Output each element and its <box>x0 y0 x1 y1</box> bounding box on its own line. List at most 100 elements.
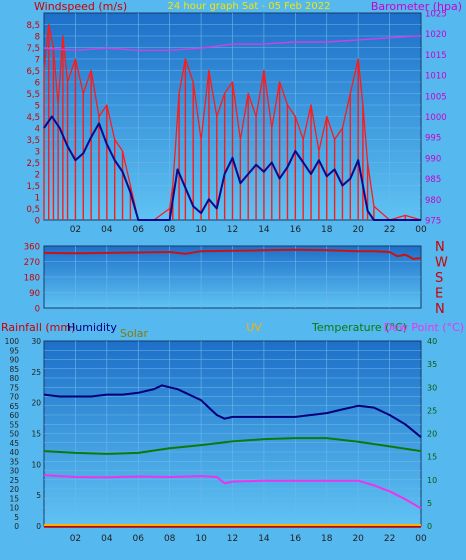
compass-label: N <box>435 240 445 255</box>
x-tick-label: 12 <box>227 225 238 235</box>
windspeed-axis-label: Windspeed (m/s) <box>34 0 127 13</box>
windspeed-tick-label: 7 <box>35 56 40 66</box>
humidity-tick-label: 30 <box>31 337 41 346</box>
rainfall-tick-label: 50 <box>9 430 19 439</box>
humidity-tick-label: 5 <box>36 491 41 500</box>
rainfall-tick-label: 10 <box>9 504 19 513</box>
rainfall-tick-label: 90 <box>9 356 19 365</box>
windspeed-tick-label: 8 <box>35 33 40 43</box>
dewpoint-line <box>43 474 422 510</box>
rainfall-tick-label: 0 <box>14 522 19 531</box>
barometer-tick-label: 1010 <box>425 72 447 82</box>
windspeed-tick-label: 2,5 <box>26 159 40 169</box>
direction-tick-label: 0 <box>35 305 40 315</box>
humidity-tick-label: 25 <box>31 368 41 377</box>
x-tick-label: 22 <box>384 534 395 544</box>
x-tick-label: 16 <box>290 225 302 235</box>
x-tick-label: 02 <box>70 534 81 544</box>
x-tick-label: 14 <box>258 534 270 544</box>
wind-average-line <box>43 115 421 221</box>
rainfall-tick-label: 15 <box>9 494 19 503</box>
rainfall-tick-label: 40 <box>9 448 19 457</box>
barometer-line <box>43 35 422 51</box>
humidity-tick-label: 10 <box>31 460 41 469</box>
x-tick-label: 20 <box>352 534 364 544</box>
rainfall-tick-label: 100 <box>5 337 20 346</box>
temperature-tick-label: 5 <box>427 499 432 508</box>
compass-label: W <box>435 256 448 271</box>
windspeed-tick-label: 5 <box>35 102 40 112</box>
x-tick-label: 04 <box>101 534 113 544</box>
x-tick-label: 02 <box>70 225 81 235</box>
windspeed-tick-label: 4 <box>35 125 40 135</box>
rainfall-tick-label: 95 <box>9 346 19 355</box>
x-tick-label: 00 <box>415 534 427 544</box>
rainfall-tick-label: 20 <box>9 485 19 494</box>
temperature-tick-label: 25 <box>427 406 437 415</box>
rainfall-tick-label: 65 <box>9 402 19 411</box>
direction-tick-label: 360 <box>24 243 40 253</box>
compass-label: N <box>435 302 445 317</box>
dewpoint-axis-label: Dew Point (°C) <box>384 321 464 334</box>
windspeed-tick-label: 6,5 <box>26 67 40 77</box>
rainfall-tick-label: 60 <box>9 411 19 420</box>
temperature-tick-label: 20 <box>427 430 437 439</box>
temperature-axis-label: Temperature (°C) <box>311 321 407 334</box>
rainfall-tick-label: 5 <box>14 513 19 522</box>
barometer-tick-label: 985 <box>425 175 441 185</box>
rainfall-tick-label: 45 <box>9 439 19 448</box>
windspeed-tick-label: 1 <box>35 194 40 204</box>
x-tick-label: 14 <box>258 225 270 235</box>
windspeed-tick-label: 5,5 <box>26 90 40 100</box>
windspeed-tick-label: 4,5 <box>26 113 40 123</box>
temperature-tick-label: 10 <box>427 476 437 485</box>
temperature-tick-label: 30 <box>427 383 437 392</box>
windspeed-tick-label: 6 <box>35 79 40 89</box>
rainfall-tick-label: 25 <box>9 476 19 485</box>
compass-label: E <box>435 287 443 302</box>
x-tick-label: 18 <box>321 534 333 544</box>
x-tick-label: 08 <box>164 534 176 544</box>
temperature-tick-label: 40 <box>427 337 437 346</box>
x-tick-label: 06 <box>133 225 145 235</box>
rainfall-tick-label: 80 <box>9 374 19 383</box>
temperature-line <box>43 437 422 455</box>
x-tick-label: 18 <box>321 225 333 235</box>
barometer-tick-label: 990 <box>425 154 441 164</box>
barometer-tick-label: 995 <box>425 134 441 144</box>
chart-title: 24 hour graph Sat - 05 Feb 2022 <box>167 1 330 12</box>
wind-direction-line <box>43 248 422 260</box>
direction-tick-label: 180 <box>24 274 40 284</box>
rainfall-tick-label: 30 <box>9 467 19 476</box>
windspeed-tick-label: 1,5 <box>26 182 40 192</box>
windspeed-tick-label: 3,5 <box>26 136 40 146</box>
x-tick-label: 16 <box>290 534 302 544</box>
humidity-tick-label: 15 <box>31 430 41 439</box>
rainfall-tick-label: 55 <box>9 420 19 429</box>
rainfall-tick-label: 75 <box>9 383 19 392</box>
uv-axis-label: UV <box>246 321 262 334</box>
solar-axis-label: Solar <box>120 327 149 340</box>
windspeed-tick-label: 3 <box>35 148 40 158</box>
barometer-axis-label: Barometer (hpa) <box>371 0 462 13</box>
barometer-tick-label: 975 <box>425 217 441 227</box>
temperature-tick-label: 35 <box>427 360 437 369</box>
barometer-tick-label: 1000 <box>425 113 447 123</box>
windspeed-tick-label: 0,5 <box>26 205 40 215</box>
barometer-tick-label: 980 <box>425 196 441 206</box>
barometer-tick-label: 1020 <box>425 30 447 40</box>
windspeed-tick-label: 8,5 <box>26 21 40 31</box>
barometer-tick-label: 1025 <box>425 10 447 20</box>
barometer-tick-label: 1015 <box>425 51 447 61</box>
windspeed-tick-label: 0 <box>35 217 40 227</box>
x-tick-label: 10 <box>195 534 207 544</box>
rainfall-tick-label: 70 <box>9 393 19 402</box>
windspeed-tick-label: 7,5 <box>26 44 40 54</box>
rainfall-axis-label: Rainfall (mm) <box>1 321 75 334</box>
x-tick-label: 22 <box>384 225 395 235</box>
x-tick-label: 08 <box>164 225 176 235</box>
x-tick-label: 12 <box>227 534 238 544</box>
temperature-tick-label: 0 <box>427 522 432 531</box>
